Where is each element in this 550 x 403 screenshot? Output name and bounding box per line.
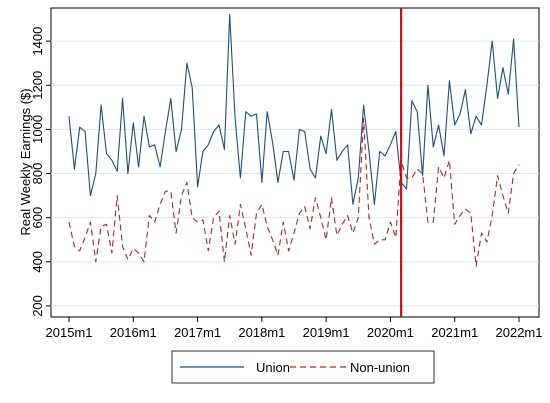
x-tick-label-2018m1: 2018m1	[238, 325, 285, 340]
legend: Union Non-union	[171, 350, 435, 384]
x-axis: 2015m1 2016m1 2017m1 2018m1 2019m1 2020m1 2021…	[46, 317, 543, 340]
series-lines	[68, 14, 520, 267]
x-tick-label-2021m1: 2021m1	[431, 325, 478, 340]
x-tick-label-2020m1: 2020m1	[367, 325, 414, 340]
y-tick-label-400: 400	[30, 251, 45, 273]
x-tick-label-2017m1: 2017m1	[174, 325, 221, 340]
y-tick-label-800: 800	[30, 163, 45, 185]
x-tick-label-2019m1: 2019m1	[303, 325, 350, 340]
x-tick-label-2015m1: 2015m1	[46, 325, 93, 340]
x-tick-label-2016m1: 2016m1	[110, 325, 157, 340]
series-line-non-union	[68, 117, 520, 267]
y-tick-label-1400: 1400	[30, 27, 45, 56]
x-tick-label-2022m1: 2022m1	[496, 325, 543, 340]
plot-area	[50, 7, 540, 318]
legend-label-union: Union	[256, 360, 290, 375]
legend-label-non-union: Non-union	[350, 360, 410, 375]
y-tick-label-600: 600	[30, 207, 45, 229]
y-tick-label-1200: 1200	[30, 71, 45, 100]
y-axis: 200 400 600 800 1000 1200 1400	[30, 27, 51, 317]
gridlines	[51, 40, 539, 307]
y-tick-label-200: 200	[30, 295, 45, 317]
y-axis-title: Real Weekly Earnings ($)	[18, 88, 33, 235]
y-tick-label-1000: 1000	[30, 115, 45, 144]
series-line-union	[68, 14, 520, 205]
